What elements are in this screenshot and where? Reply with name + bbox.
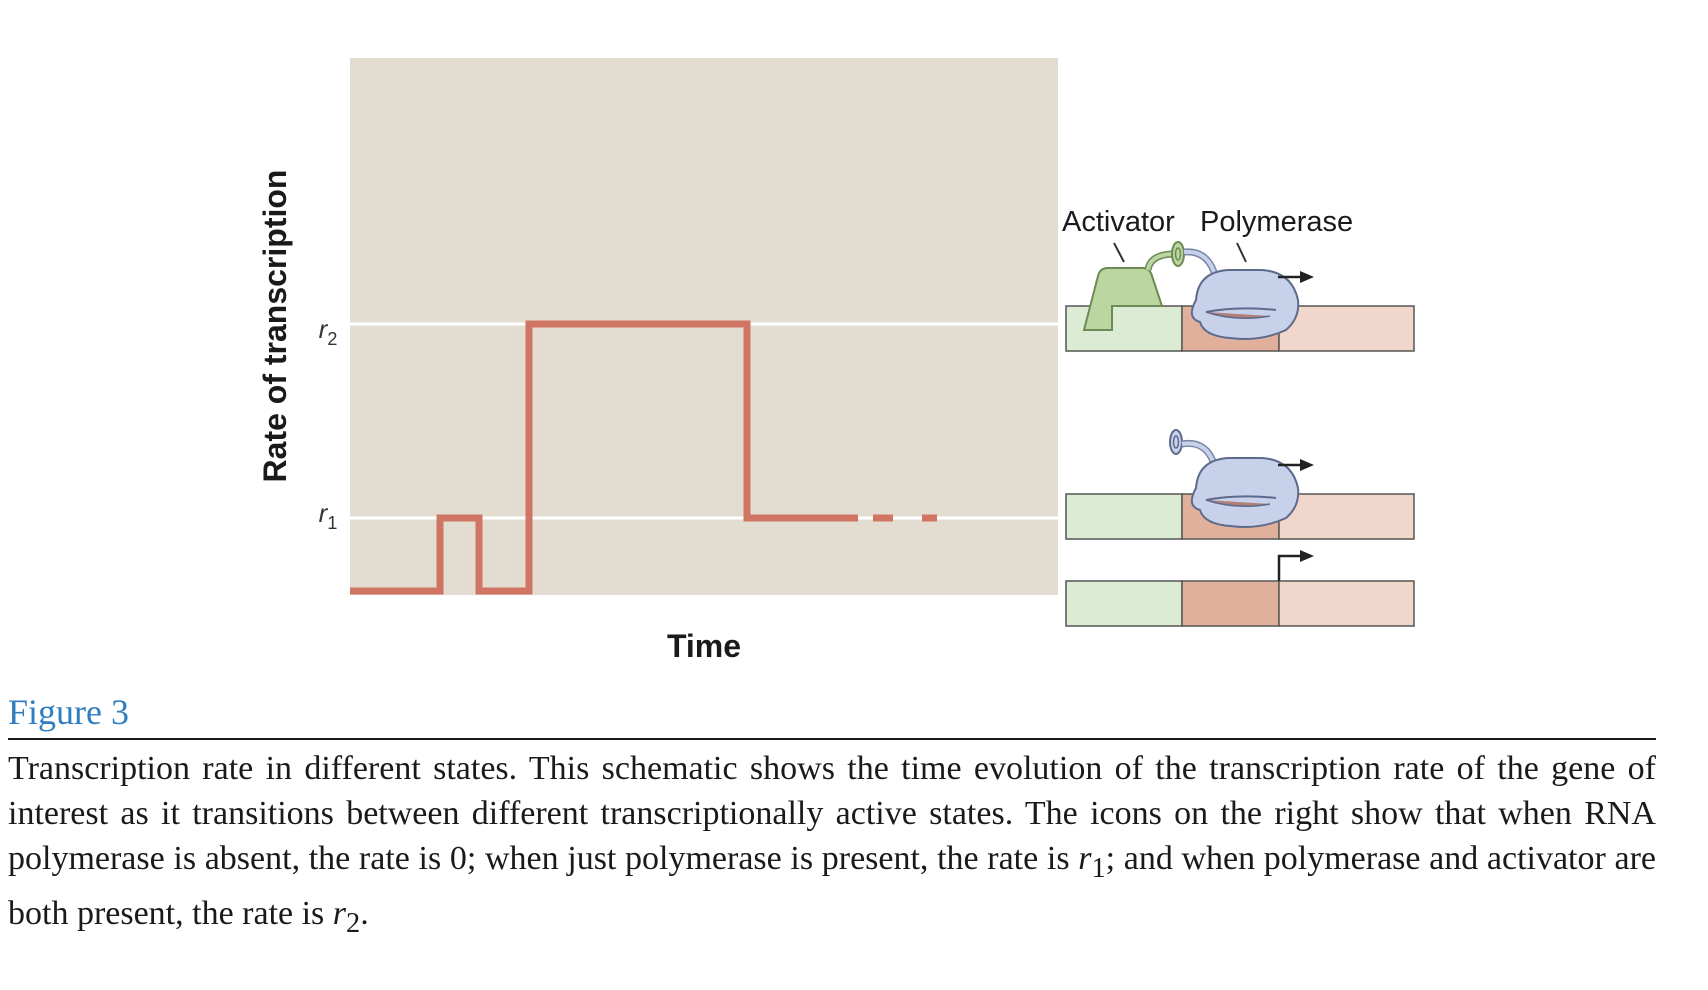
polymerase-contact-ring-inner	[1172, 435, 1180, 449]
figure-caption: Figure 3 Transcription rate in different…	[8, 690, 1656, 946]
activator-label: Activator	[1062, 206, 1175, 238]
caption-text: Transcription rate in different states. …	[8, 746, 1656, 946]
activator-contact-ring	[1171, 241, 1185, 267]
polymerase-label: Polymerase	[1200, 206, 1353, 238]
state-polymerase-only	[1065, 429, 1415, 540]
r2-tick-label: r2	[319, 314, 338, 349]
polymerase-tail-inner	[1181, 441, 1216, 465]
caption-text-part-3: .	[360, 894, 369, 932]
transcription-start-site-arrowhead	[1300, 550, 1314, 562]
polymerase-contact-ring	[1169, 429, 1183, 455]
transcription-start-site-arrow	[1277, 554, 1302, 581]
transcription-rate-trace	[350, 320, 858, 595]
gene-region	[1278, 580, 1415, 627]
state-activator-and-polymerase: Activator Polymerase	[1062, 206, 1415, 352]
transcription-direction-arrowhead	[1300, 459, 1314, 471]
polymerase-cleft	[1205, 495, 1277, 501]
caption-text-part-1: Transcription rate in different states. …	[8, 750, 1656, 877]
r1-tick-label: r1	[319, 498, 338, 533]
caption-r1-subscript: 1	[1091, 852, 1106, 884]
y-axis-label: Rate of transcription	[257, 170, 293, 483]
activator-protein-icon	[1082, 267, 1164, 331]
caption-r2-variable: r	[332, 894, 347, 932]
activator-binding-region	[1065, 493, 1183, 540]
caption-r2-subscript: 2	[346, 907, 361, 939]
polymerase-icon	[1190, 457, 1300, 528]
caption-r1-variable: r	[1078, 840, 1092, 877]
transcription-direction-arrowhead	[1300, 271, 1314, 283]
polymerase-cleft	[1205, 307, 1277, 313]
polymerase-cleft-lower	[1205, 311, 1271, 319]
promoter-region	[1181, 580, 1280, 627]
activator-binding-region	[1065, 580, 1183, 627]
caption-text-part-2: ; and when polymerase and activator are …	[8, 840, 1656, 932]
state-no-polymerase	[1065, 550, 1415, 627]
figure-label: Figure 3	[8, 692, 129, 732]
activator-contact-ring-inner	[1174, 247, 1182, 261]
gene-region	[1278, 493, 1415, 540]
activator-pointer-line	[1113, 242, 1125, 263]
polymerase-icon	[1190, 269, 1300, 340]
polymerase-cleft-lower	[1205, 499, 1271, 507]
polymerase-pointer-line	[1236, 242, 1247, 263]
gene-region	[1278, 305, 1415, 352]
activator-tether-inner	[1146, 252, 1173, 271]
caption-divider	[8, 738, 1656, 740]
polymerase-tail-inner	[1183, 249, 1216, 273]
x-axis-label: Time	[667, 628, 741, 664]
